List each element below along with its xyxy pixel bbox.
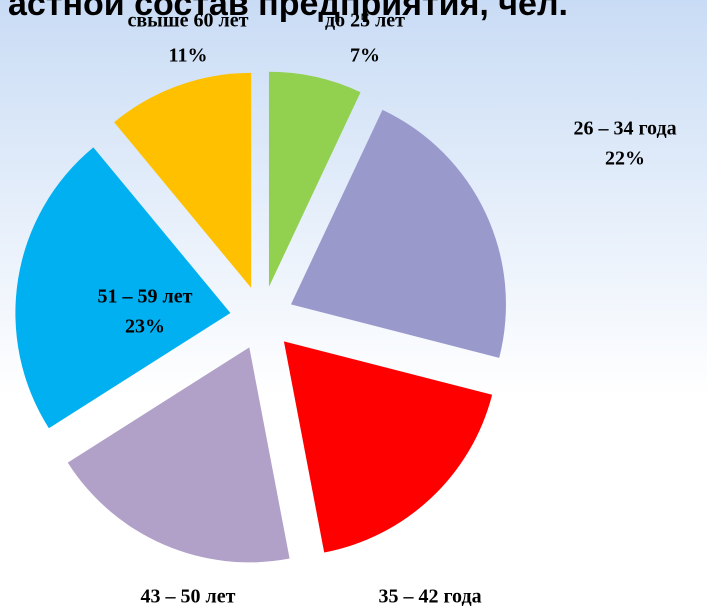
slice-value-label: 23% (125, 316, 165, 338)
pie-slice (268, 71, 361, 287)
pie-slice (283, 341, 493, 553)
slice-value-label: 7% (350, 45, 380, 67)
slice-value-label: 11% (169, 45, 208, 67)
pie-slice (15, 147, 231, 429)
chart-title: астной состав предприятия, чел. (8, 0, 568, 23)
slice-label: 51 – 59 лет (98, 286, 193, 308)
slice-label: 26 – 34 года (573, 118, 676, 140)
slice-value-label: 22% (605, 148, 645, 170)
slice-label: 35 – 42 года (378, 586, 481, 608)
slice-label: свыше 60 лет (128, 10, 249, 32)
pie-slice (290, 109, 506, 358)
slice-label: 43 – 50 лет (141, 586, 236, 608)
pie-slice (114, 72, 252, 288)
slice-label: до 25 лет (325, 10, 405, 32)
pie-slice (67, 347, 290, 563)
